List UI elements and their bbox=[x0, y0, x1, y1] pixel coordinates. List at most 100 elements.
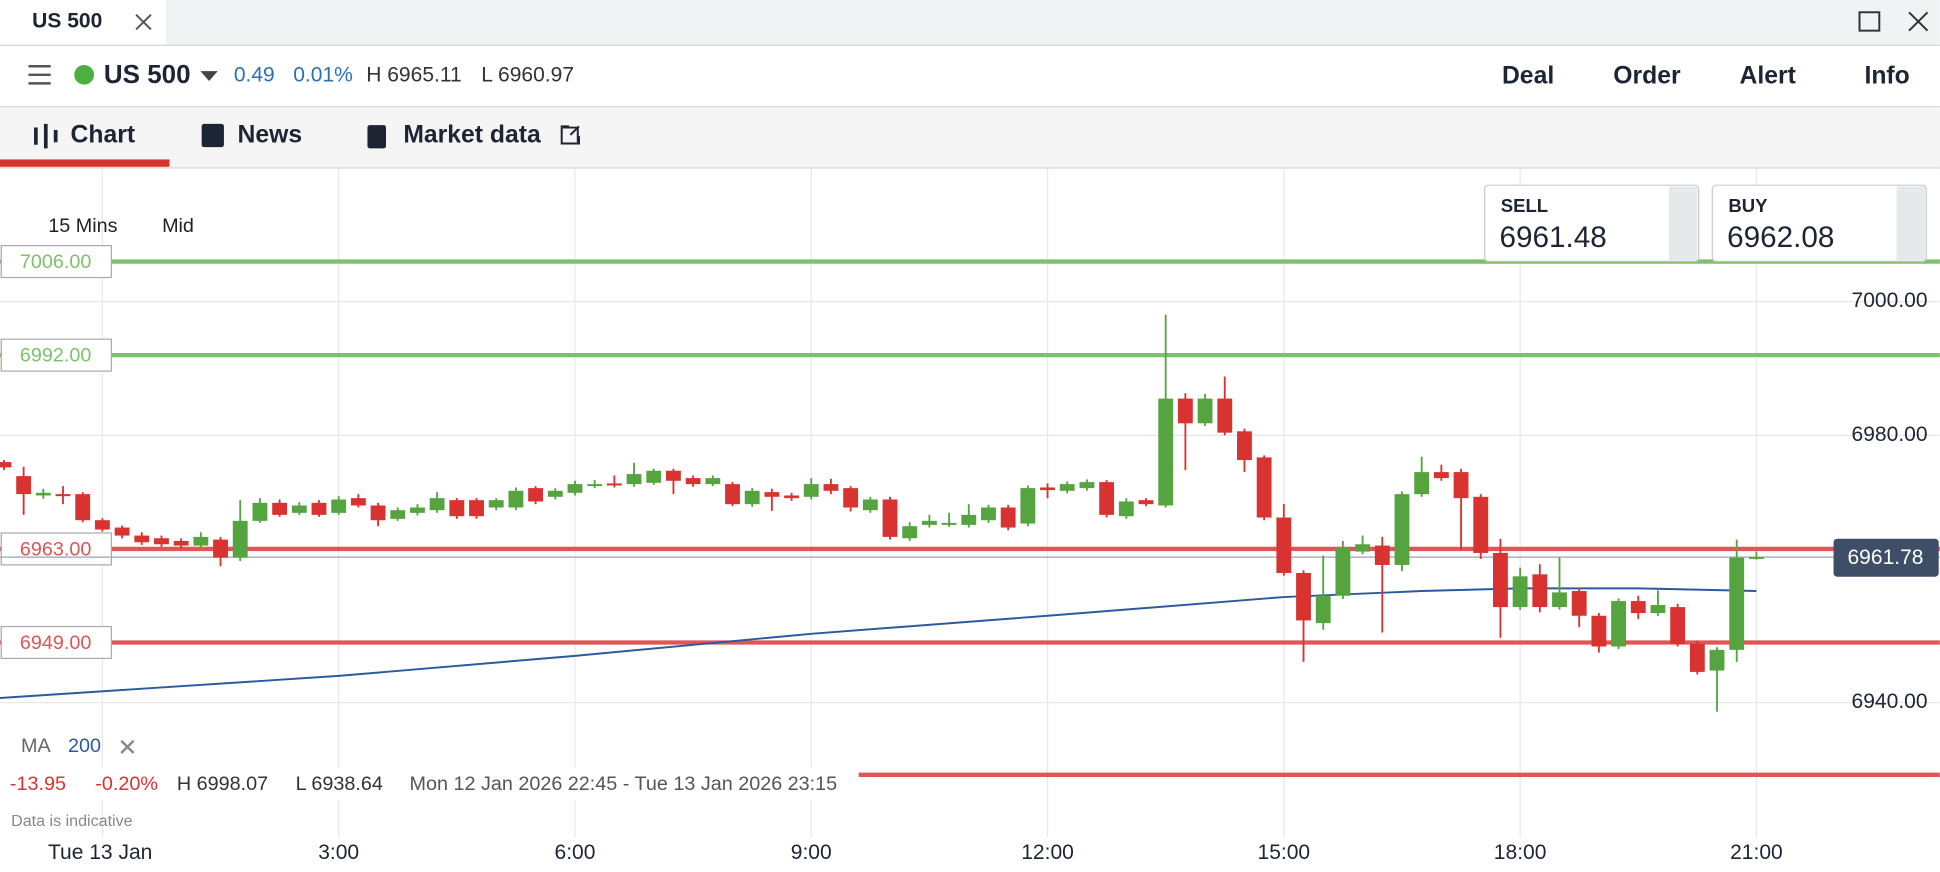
candle-body bbox=[1197, 398, 1213, 424]
candle-body bbox=[764, 492, 780, 497]
candle-body bbox=[272, 502, 288, 515]
candle-body bbox=[410, 507, 425, 513]
candle-body bbox=[469, 500, 484, 517]
x-tick-label: 12:00 bbox=[1021, 841, 1074, 864]
summary-low: L 6938.64 bbox=[296, 773, 383, 795]
candle-body bbox=[1433, 472, 1449, 479]
candle-body bbox=[311, 502, 327, 515]
dropdown[interactable] bbox=[200, 71, 218, 81]
tab-label[interactable]: News bbox=[238, 122, 303, 149]
candle-body bbox=[1512, 576, 1528, 608]
candle-body bbox=[921, 520, 937, 525]
x-tick-label: 6:00 bbox=[554, 841, 595, 864]
candle-body bbox=[1630, 601, 1646, 614]
interval[interactable]: 15 Mins bbox=[48, 215, 117, 237]
candle-body bbox=[685, 478, 701, 485]
candle-body bbox=[784, 495, 799, 499]
candle-body bbox=[1453, 472, 1469, 499]
x-tick-label: 3:00 bbox=[318, 841, 359, 864]
candle-body bbox=[370, 505, 386, 521]
candle-body bbox=[75, 494, 91, 521]
candle-body bbox=[390, 510, 406, 519]
candle-body bbox=[154, 538, 169, 545]
menu-icon[interactable] bbox=[28, 64, 51, 85]
menu-item[interactable]: Deal bbox=[1502, 63, 1554, 90]
candle-body bbox=[882, 499, 898, 537]
menu-item[interactable]: Order bbox=[1613, 63, 1681, 90]
sell-price: 6961.48 bbox=[1499, 221, 1606, 254]
candle-body bbox=[1689, 643, 1705, 672]
chart-overlay: 15 Mins Mid SELL 6961.48 BUY 6962.08 MA … bbox=[0, 184, 1927, 830]
candle-body bbox=[1394, 494, 1410, 565]
candle-body bbox=[626, 474, 642, 485]
candle-body bbox=[1552, 592, 1567, 608]
candle-body bbox=[331, 499, 347, 513]
close-window[interactable] bbox=[1908, 11, 1929, 32]
last-price-badge bbox=[1833, 538, 1939, 577]
candle-body bbox=[0, 462, 12, 468]
candle-body bbox=[961, 514, 977, 525]
tab-label[interactable]: Market data bbox=[403, 122, 541, 149]
candle-body bbox=[823, 484, 839, 491]
symbol[interactable]: US 500 bbox=[104, 61, 191, 89]
candle-body bbox=[941, 522, 957, 525]
y-tick-label: 6940.00 bbox=[1852, 690, 1928, 713]
y-tick-label: 7000.00 bbox=[1852, 289, 1928, 312]
summary-bg bbox=[0, 767, 859, 800]
level-label-box bbox=[0, 245, 112, 279]
candle-body bbox=[1040, 487, 1055, 491]
tab[interactable] bbox=[0, 0, 166, 46]
maximize[interactable] bbox=[1858, 11, 1881, 32]
level-label-box bbox=[0, 338, 112, 372]
level-label-box bbox=[0, 625, 112, 660]
last-price-label: 6961.78 bbox=[1847, 546, 1923, 569]
x-tick-label: 15:00 bbox=[1258, 841, 1311, 864]
title-bar bbox=[0, 0, 1940, 46]
tab-label[interactable]: Chart bbox=[71, 122, 136, 149]
chart-area: Tue 13 Jan 3:00 6:00 9:00 12:00 15:00 18:00 21:… bbox=[0, 168, 1940, 864]
candle-body bbox=[1670, 607, 1686, 644]
buy-price: 6962.08 bbox=[1727, 221, 1834, 254]
candle-body bbox=[1237, 431, 1252, 461]
x-tick-label: Tue 13 Jan bbox=[48, 841, 152, 864]
level-label: 7006.00 bbox=[20, 251, 92, 273]
buy-button[interactable] bbox=[1711, 184, 1927, 262]
buy-strip bbox=[1896, 186, 1926, 260]
candle-body bbox=[725, 484, 740, 505]
candle-body bbox=[35, 492, 51, 496]
x-tick-label: 9:00 bbox=[791, 841, 832, 864]
sell-button[interactable] bbox=[1484, 184, 1700, 262]
footer-note: Data is indicative bbox=[11, 813, 133, 830]
price-type[interactable]: Mid bbox=[162, 215, 194, 237]
candle-body bbox=[1729, 557, 1745, 650]
candle-body bbox=[291, 505, 307, 513]
indicator-name: MA bbox=[21, 735, 52, 757]
menu-item[interactable]: Alert bbox=[1740, 63, 1796, 90]
candle-body bbox=[114, 527, 130, 536]
candle-body bbox=[1217, 398, 1233, 433]
candle-body bbox=[1177, 398, 1193, 424]
candle-body bbox=[705, 478, 721, 485]
candle-body bbox=[1158, 398, 1174, 506]
candle-body bbox=[1059, 484, 1075, 491]
level-label-box bbox=[0, 532, 112, 566]
candle-body bbox=[1473, 496, 1489, 553]
candle-body bbox=[1493, 552, 1508, 608]
candle-body bbox=[1000, 507, 1016, 528]
summary-range: Mon 12 Jan 2026 22:45 - Tue 13 Jan 2026 … bbox=[410, 773, 838, 795]
external-link bbox=[560, 125, 580, 145]
candle-body bbox=[350, 498, 366, 506]
level-label: 6963.00 bbox=[20, 538, 92, 560]
news-icon bbox=[201, 123, 224, 148]
candle-body bbox=[646, 470, 662, 483]
remove-indicator[interactable] bbox=[120, 739, 135, 754]
status-dot bbox=[74, 64, 95, 85]
candle-body bbox=[1414, 472, 1430, 495]
candle-body bbox=[508, 490, 524, 508]
candle-body bbox=[1020, 488, 1036, 524]
menu-item[interactable]: Info bbox=[1864, 63, 1909, 90]
candle-body bbox=[803, 484, 819, 497]
candle-body bbox=[1532, 574, 1548, 608]
close-tab[interactable] bbox=[135, 14, 152, 31]
